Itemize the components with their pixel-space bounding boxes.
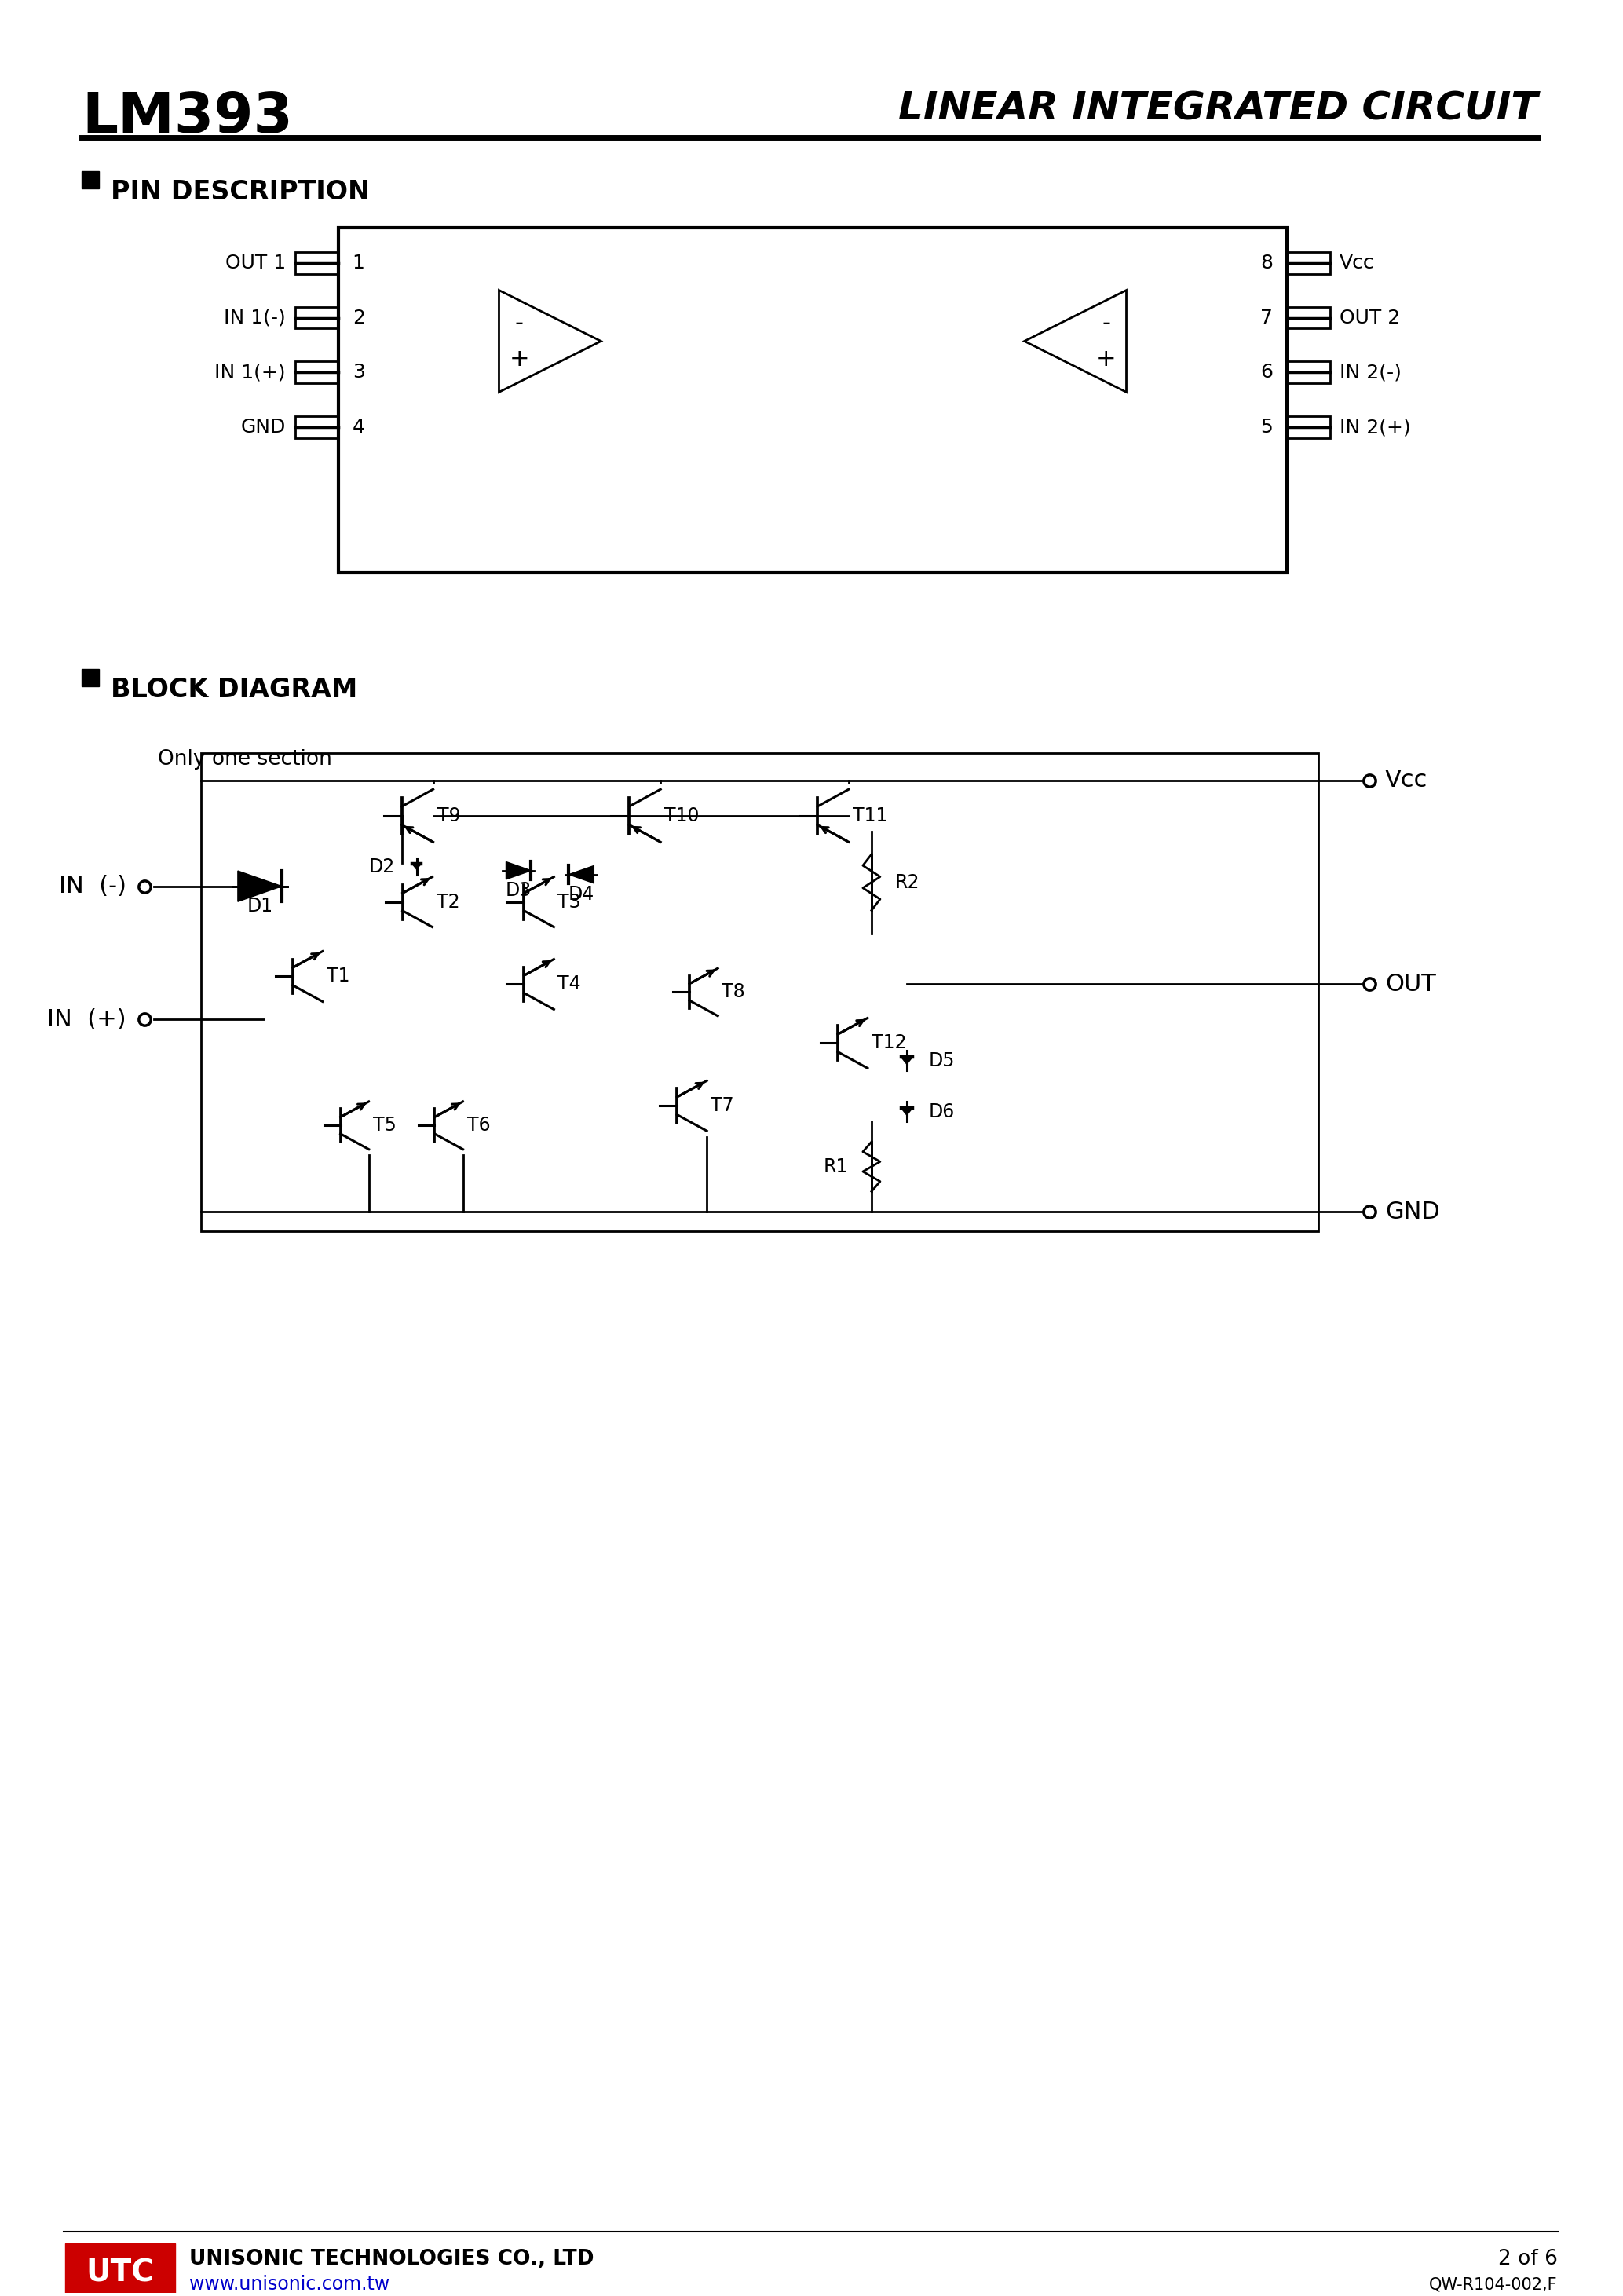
Text: D1: D1 xyxy=(247,895,273,916)
Text: T12: T12 xyxy=(872,1033,906,1052)
Text: 3: 3 xyxy=(352,363,365,381)
Text: R1: R1 xyxy=(823,1157,847,1176)
Bar xyxy=(201,753,1318,1231)
Text: T8: T8 xyxy=(722,983,745,1001)
Text: -: - xyxy=(514,312,524,335)
Text: IN 1(+): IN 1(+) xyxy=(214,363,286,381)
Text: GND: GND xyxy=(240,418,286,436)
Polygon shape xyxy=(901,1056,912,1063)
Text: Vcc: Vcc xyxy=(1384,769,1428,792)
Bar xyxy=(81,668,99,687)
Text: IN  (-): IN (-) xyxy=(58,875,127,898)
Text: -: - xyxy=(1102,312,1110,335)
Text: OUT: OUT xyxy=(1384,974,1436,996)
Polygon shape xyxy=(901,1109,912,1116)
Text: T2: T2 xyxy=(437,893,459,912)
Text: T10: T10 xyxy=(664,806,700,824)
Text: D4: D4 xyxy=(568,884,594,905)
Text: D3: D3 xyxy=(505,882,532,900)
Text: 7: 7 xyxy=(1261,308,1272,326)
Text: GND: GND xyxy=(1384,1201,1440,1224)
Bar xyxy=(295,360,338,383)
Text: T4: T4 xyxy=(558,976,581,994)
Polygon shape xyxy=(412,863,420,870)
Bar xyxy=(338,227,1287,572)
Text: IN 1(-): IN 1(-) xyxy=(224,308,286,326)
Bar xyxy=(295,308,338,328)
Text: 2 of 6: 2 of 6 xyxy=(1498,2248,1558,2268)
Text: IN 2(+): IN 2(+) xyxy=(1339,418,1410,436)
Text: 2: 2 xyxy=(352,308,365,326)
Text: IN 2(-): IN 2(-) xyxy=(1339,363,1402,381)
Text: 5: 5 xyxy=(1261,418,1272,436)
Bar xyxy=(295,253,338,273)
Bar xyxy=(1287,308,1331,328)
Text: T11: T11 xyxy=(852,806,888,824)
Polygon shape xyxy=(239,870,282,902)
Text: PIN DESCRIPTION: PIN DESCRIPTION xyxy=(110,179,370,204)
Text: T5: T5 xyxy=(373,1116,396,1134)
Text: 4: 4 xyxy=(352,418,365,436)
Text: IN  (+): IN (+) xyxy=(47,1008,127,1031)
Bar xyxy=(81,170,99,188)
Text: Vcc: Vcc xyxy=(1339,253,1375,273)
Text: www.unisonic.com.tw: www.unisonic.com.tw xyxy=(190,2275,390,2294)
Text: QW-R104-002,F: QW-R104-002,F xyxy=(1430,2278,1558,2291)
Text: LM393: LM393 xyxy=(81,90,292,145)
Bar xyxy=(65,2243,175,2296)
Text: +: + xyxy=(1096,349,1117,372)
Text: OUT 1: OUT 1 xyxy=(226,253,286,273)
Polygon shape xyxy=(506,861,531,879)
Text: 8: 8 xyxy=(1261,253,1272,273)
Text: +: + xyxy=(510,349,529,372)
Bar xyxy=(1287,360,1331,383)
Text: 6: 6 xyxy=(1261,363,1272,381)
Text: D2: D2 xyxy=(368,856,394,877)
Text: D5: D5 xyxy=(928,1052,954,1070)
Text: OUT 2: OUT 2 xyxy=(1339,308,1401,326)
Polygon shape xyxy=(568,866,594,884)
Text: 1: 1 xyxy=(352,253,365,273)
Text: D6: D6 xyxy=(928,1102,954,1120)
Bar xyxy=(1287,253,1331,273)
Text: UNISONIC TECHNOLOGIES CO., LTD: UNISONIC TECHNOLOGIES CO., LTD xyxy=(190,2248,594,2268)
Text: T6: T6 xyxy=(467,1116,490,1134)
Text: LINEAR INTEGRATED CIRCUIT: LINEAR INTEGRATED CIRCUIT xyxy=(899,90,1539,129)
Text: T3: T3 xyxy=(558,893,581,912)
Text: T1: T1 xyxy=(326,967,349,985)
Bar xyxy=(1287,416,1331,439)
Text: R2: R2 xyxy=(894,872,920,891)
Bar xyxy=(295,416,338,439)
Text: UTC: UTC xyxy=(86,2257,154,2287)
Text: T9: T9 xyxy=(437,806,461,824)
Text: Only one section: Only one section xyxy=(157,748,333,769)
Text: T7: T7 xyxy=(711,1097,734,1116)
Text: BLOCK DIAGRAM: BLOCK DIAGRAM xyxy=(110,677,357,703)
